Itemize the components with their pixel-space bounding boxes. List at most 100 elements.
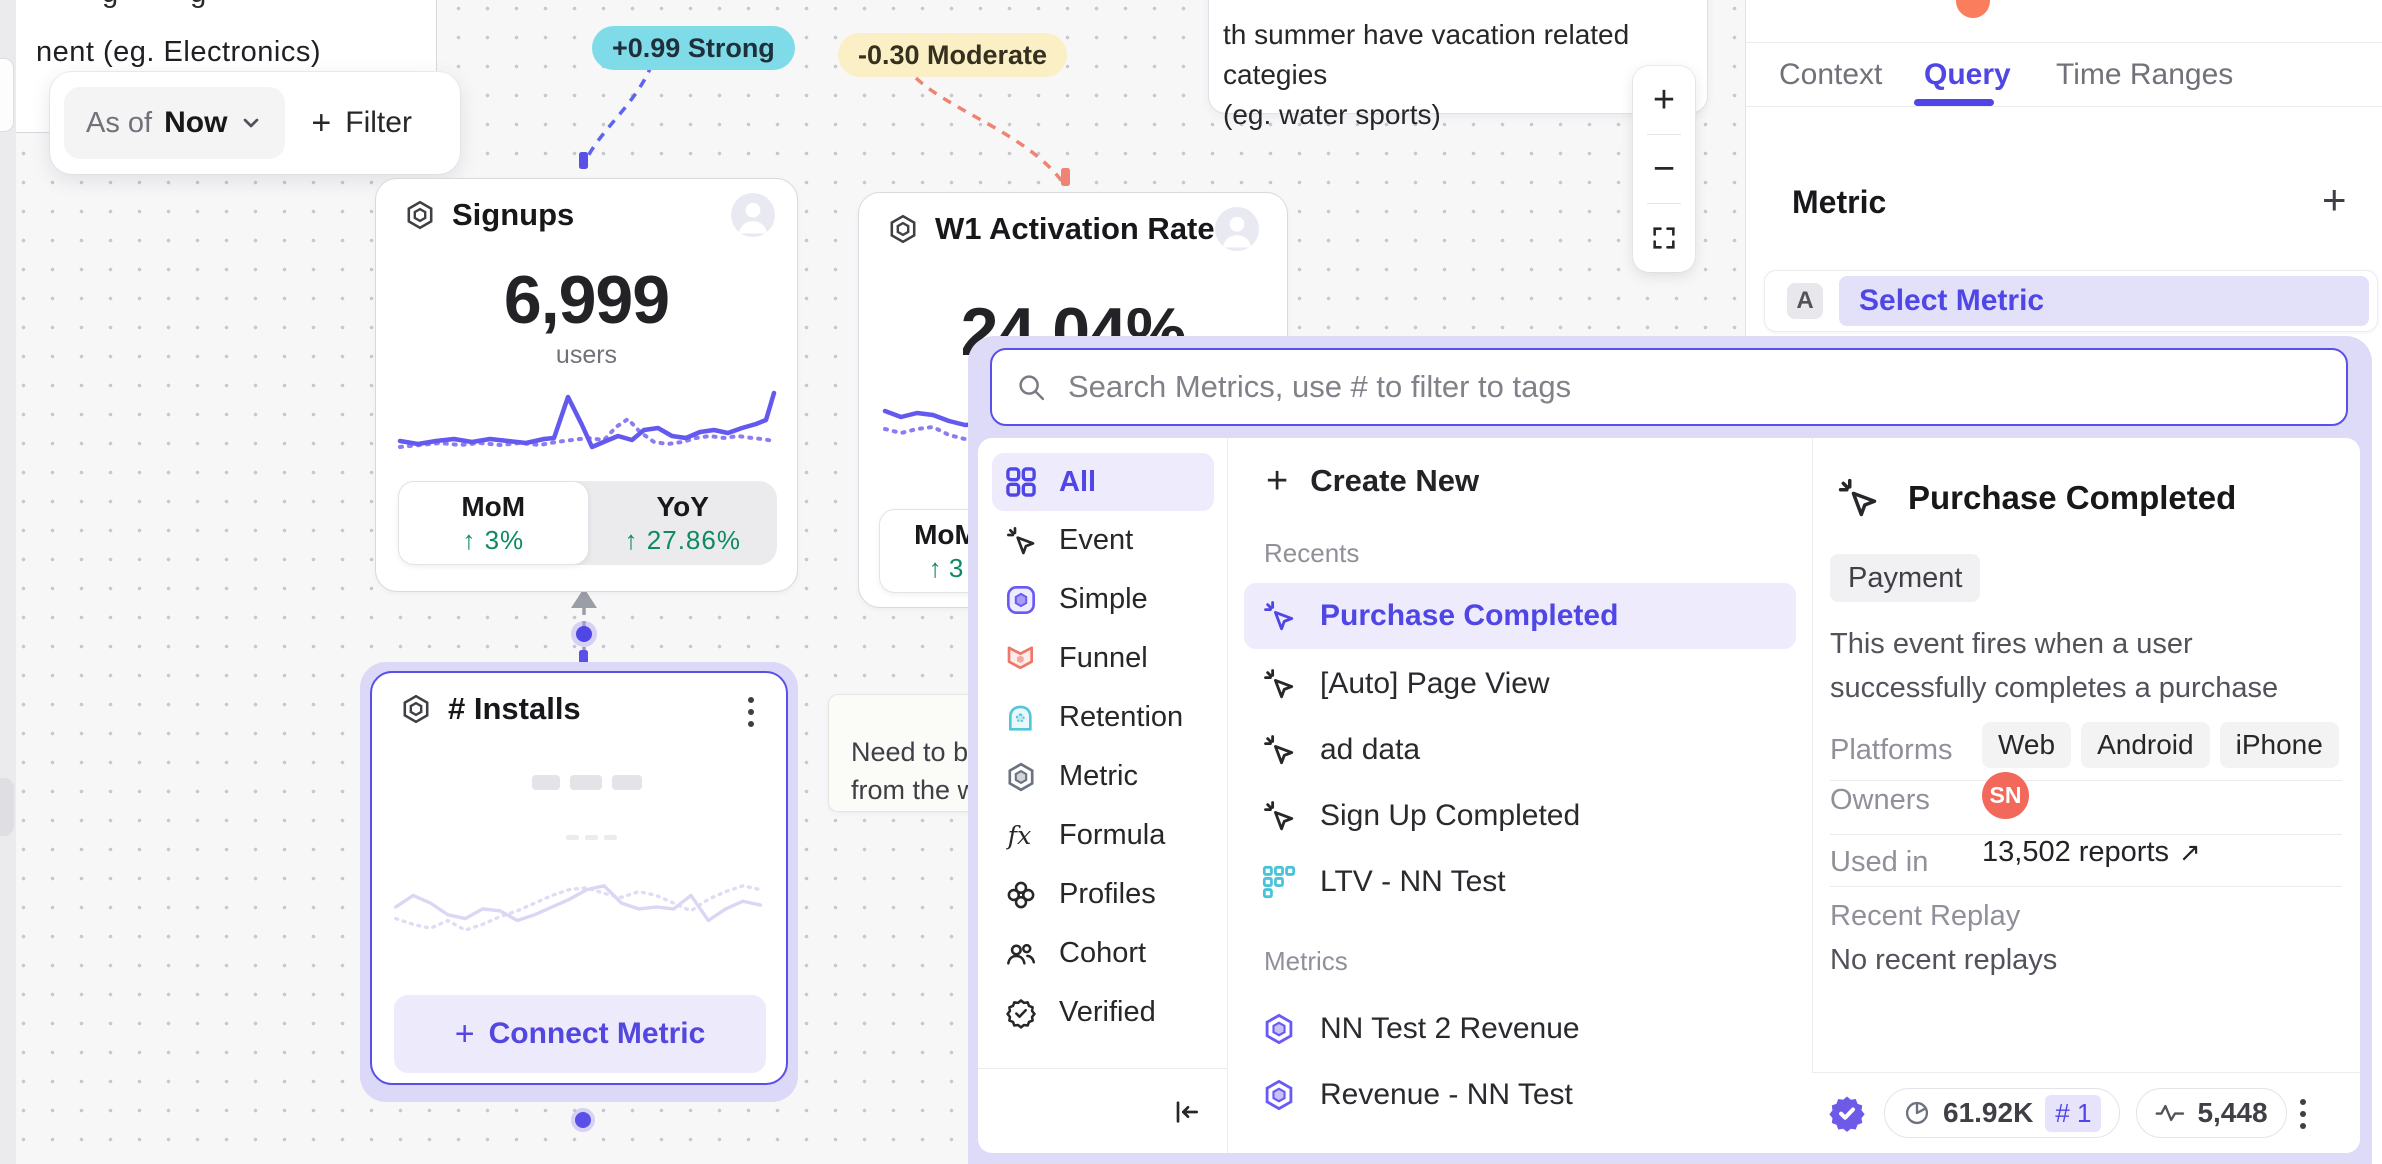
- left-strip-notch: [0, 58, 14, 132]
- used-in-reports-link[interactable]: 13,502 reports ↗: [1982, 836, 2201, 868]
- select-metric-button[interactable]: Select Metric: [1839, 276, 2369, 326]
- metric-card-installs[interactable]: # Installs + Connect Metric: [370, 671, 788, 1085]
- metric-hexagon-icon: [1265, 1079, 1293, 1111]
- list-item-revenue-nn-test[interactable]: Revenue - NN Test: [1244, 1062, 1796, 1128]
- metric-hexagon-icon: [1265, 1013, 1293, 1045]
- toggle-yoy[interactable]: YoY ↑ 27.86%: [624, 490, 741, 555]
- activity-stat-pill[interactable]: 5,448: [2136, 1088, 2287, 1138]
- toggle-mom[interactable]: MoM ↑ 3%: [398, 481, 589, 565]
- category-formula[interactable]: fx Formula: [992, 806, 1214, 865]
- category-metric[interactable]: Metric: [992, 747, 1214, 806]
- installs-bottom-halo: [571, 1108, 595, 1132]
- platform-pill-web: Web: [1982, 722, 2072, 768]
- plus-icon: +: [1266, 460, 1289, 502]
- connection-handle-signups-top[interactable]: [579, 152, 588, 169]
- skeleton-placeholder: [566, 835, 617, 840]
- divider: [978, 1068, 1227, 1069]
- owners-label: Owners: [1830, 784, 1930, 816]
- divider: [1830, 886, 2342, 887]
- divider: [1647, 203, 1681, 204]
- divider: [1812, 438, 1813, 1153]
- notification-avatar: [1956, 0, 1990, 18]
- active-tab-indicator: [1914, 99, 1994, 106]
- connect-metric-button[interactable]: + Connect Metric: [394, 995, 766, 1073]
- metric-section-title: Metric: [1792, 184, 1887, 220]
- connection-handle-activation-top[interactable]: [1061, 168, 1070, 186]
- category-event[interactable]: Event: [992, 511, 1214, 570]
- metric-unit: users: [555, 341, 618, 369]
- list-item-auto-page-view[interactable]: [Auto] Page View: [1244, 651, 1796, 717]
- dashed-connector-red: [914, 76, 1066, 186]
- verified-seal-icon[interactable]: [1826, 1092, 1868, 1134]
- detail-description: This event fires when a user successfull…: [1830, 628, 2279, 704]
- metric-card-signups[interactable]: Signups 6,999 users MoM ↑ 3% YoY ↑ 27.86…: [375, 178, 798, 592]
- tab-time-ranges[interactable]: Time Ranges: [2056, 58, 2234, 91]
- correlation-badge-strong[interactable]: +0.99 Strong: [592, 26, 795, 70]
- note-card-summer[interactable]: th summer have vacation related categies…: [1208, 0, 1708, 130]
- retention-icon: [1009, 705, 1032, 731]
- as-of-value: Now: [164, 106, 228, 139]
- plus-icon: +: [454, 1015, 475, 1053]
- category-cohort[interactable]: Cohort: [992, 924, 1214, 983]
- avatar: [1215, 207, 1259, 251]
- list-item-purchase-completed[interactable]: Purchase Completed: [1244, 583, 1796, 649]
- note-text: nent (eg. Electronics): [36, 36, 322, 68]
- funnel-icon: [1007, 645, 1033, 669]
- category-all[interactable]: All: [992, 453, 1214, 511]
- simple-metric-icon: [1007, 585, 1035, 614]
- category-list: All Event Simple: [978, 438, 1227, 1153]
- platform-pill-android: Android: [2081, 722, 2210, 768]
- list-item-sign-up-completed[interactable]: Sign Up Completed: [1244, 783, 1796, 849]
- detail-footer: 61.92K # 1 5,448: [1812, 1072, 2360, 1153]
- zoom-in-button[interactable]: +: [1652, 78, 1676, 121]
- platforms-label: Platforms: [1830, 734, 1953, 766]
- profiles-clover-icon: [1007, 881, 1035, 908]
- footer-menu-kebab-icon[interactable]: [2300, 1099, 2306, 1129]
- category-verified[interactable]: Verified: [992, 983, 1214, 1042]
- connector-dot[interactable]: [576, 626, 592, 642]
- volume-stat-pill[interactable]: 61.92K # 1: [1884, 1088, 2121, 1138]
- category-simple[interactable]: Simple: [992, 570, 1214, 629]
- tag-payment[interactable]: Payment: [1830, 554, 1981, 602]
- divider: [1227, 438, 1228, 1153]
- category-funnel[interactable]: Funnel: [992, 629, 1214, 688]
- filter-label: Filter: [345, 106, 412, 139]
- left-strip-handle: [0, 778, 14, 836]
- search-input[interactable]: [1068, 369, 2322, 405]
- section-label-metrics: Metrics: [1264, 946, 1348, 976]
- person-icon: [738, 202, 768, 234]
- create-new-button[interactable]: + Create New: [1266, 460, 1480, 502]
- fit-view-button[interactable]: [1633, 204, 1695, 272]
- series-badge: A: [1787, 283, 1823, 319]
- card-menu-kebab-icon[interactable]: [748, 697, 754, 727]
- pulse-icon: [2156, 1104, 2185, 1122]
- category-profiles[interactable]: Profiles: [992, 865, 1214, 924]
- rank-badge: # 1: [2045, 1094, 2102, 1132]
- verified-badge-icon: [1006, 998, 1036, 1029]
- list-item-ltv-nn-test[interactable]: LTV - NN Test: [1244, 849, 1796, 915]
- person-icon: [1222, 216, 1252, 248]
- list-item-ad-data[interactable]: ad data: [1244, 717, 1796, 783]
- connection-handle-installs-bottom[interactable]: [575, 1112, 591, 1128]
- filter-button[interactable]: + Filter: [311, 106, 412, 140]
- skeleton-placeholder: [532, 775, 642, 790]
- category-retention[interactable]: Retention: [992, 688, 1214, 747]
- tab-context[interactable]: Context: [1779, 58, 1883, 91]
- collapse-sidebar-button[interactable]: [1170, 1096, 1202, 1128]
- correlation-badge-moderate[interactable]: -0.30 Moderate: [838, 33, 1068, 77]
- collapse-left-icon: [1176, 1101, 1198, 1123]
- tab-query[interactable]: Query: [1924, 58, 2011, 91]
- ltv-grid-icon: [1262, 865, 1296, 899]
- comparison-toggle: MoM ↑ 3% YoY ↑ 27.86%: [398, 481, 777, 565]
- as-of-dropdown[interactable]: As of Now: [64, 87, 286, 159]
- zoom-out-button[interactable]: −: [1652, 147, 1676, 190]
- canvas-toolbar: As of Now + Filter: [50, 72, 460, 174]
- add-metric-button[interactable]: +: [2322, 176, 2347, 223]
- owner-avatar[interactable]: SN: [1982, 772, 2029, 819]
- grid-icon: [1006, 467, 1036, 497]
- chevron-down-icon: [244, 118, 259, 128]
- sparkline-chart: [397, 390, 777, 450]
- zoom-controls: + −: [1633, 66, 1695, 272]
- list-item-nn-test-2-revenue[interactable]: NN Test 2 Revenue: [1244, 996, 1796, 1062]
- search-icon: [1019, 375, 1045, 401]
